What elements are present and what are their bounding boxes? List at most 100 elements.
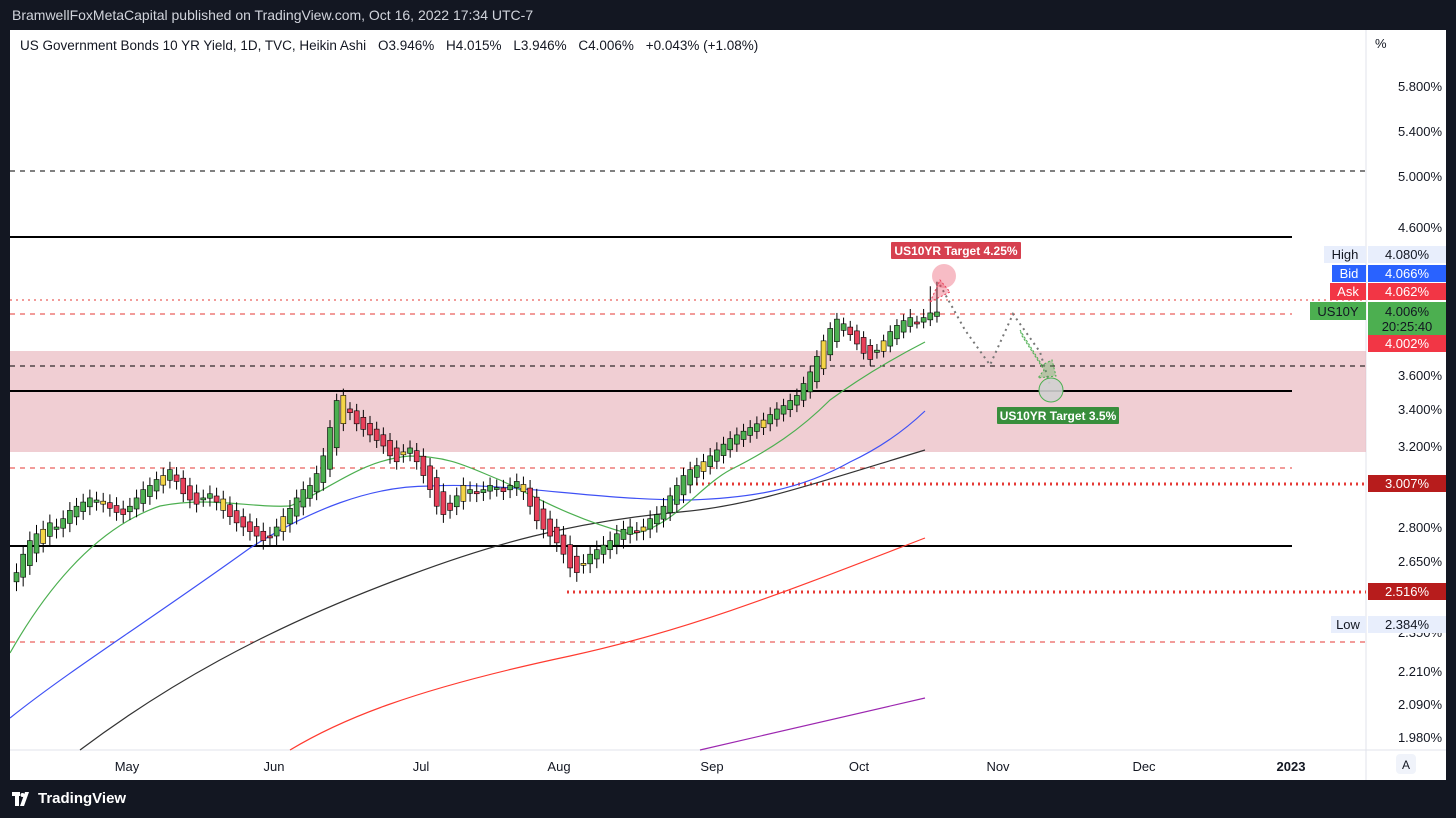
last-price-label: US10Y 4.006% 20:25:40	[1310, 302, 1446, 336]
candle-body	[120, 508, 127, 515]
candle-body	[467, 489, 473, 494]
candle-body	[320, 455, 327, 483]
candle-body	[854, 330, 860, 345]
candle-body	[900, 320, 907, 333]
price-tick-label: 2.090%	[1398, 697, 1443, 712]
candle-body	[433, 477, 440, 507]
support-label-1: 3.007%	[1368, 475, 1446, 492]
candle-body	[727, 438, 733, 451]
price-tick-label: 3.400%	[1398, 402, 1443, 417]
chart-frame[interactable]: US10YR Target 4.25% US10YR Target 3.5% U…	[9, 30, 1446, 780]
time-tick-label: Nov	[986, 759, 1010, 774]
price-chart[interactable]: US10YR Target 4.25% US10YR Target 3.5% U…	[9, 30, 1446, 780]
candle-body	[580, 563, 587, 566]
low-label-text: Low	[1336, 617, 1360, 632]
candle-body	[600, 544, 607, 555]
publisher-header: BramwellFoxMetaCapital published on Trad…	[12, 7, 534, 23]
candle-body	[874, 349, 880, 353]
auto-scale-label: A	[1402, 758, 1410, 772]
candle-body	[233, 510, 240, 524]
auto-scale-button[interactable]	[1396, 754, 1416, 774]
candle-body	[507, 485, 513, 491]
candle-body	[133, 497, 140, 510]
candle-body	[307, 485, 313, 499]
candle-body	[127, 505, 133, 513]
candle-body	[273, 526, 280, 537]
candle-body	[927, 312, 934, 321]
candle-body	[213, 495, 220, 503]
high-price-label: High 4.080%	[1324, 246, 1446, 263]
candle-body	[834, 318, 840, 342]
candle-body	[780, 405, 787, 415]
time-tick-label: Dec	[1132, 759, 1156, 774]
candle-body	[87, 497, 93, 508]
candle-body	[20, 553, 26, 578]
time-axis-ticks: May Jun Jul Aug Sep Oct Nov Dec 2023	[115, 759, 1306, 774]
tradingview-logo[interactable]: TradingView	[12, 790, 126, 807]
price-tick-label: 5.800%	[1398, 79, 1443, 94]
candle-body	[887, 331, 894, 347]
candle-body	[240, 516, 247, 528]
candle-body	[33, 533, 40, 554]
arrow-down-projection	[1019, 329, 1057, 379]
candle-body	[553, 526, 560, 544]
candle-body	[660, 505, 667, 520]
price-axis-ticks: 5.800% 5.400% 5.000% 4.600% 3.600% 3.400% 3.20…	[1398, 79, 1443, 745]
candle-body	[200, 497, 207, 501]
legend-change: +0.043% (+1.08%)	[646, 38, 759, 53]
price-tick-label: 5.400%	[1398, 124, 1443, 139]
candle-body	[533, 496, 540, 522]
price-tick-label: 3.600%	[1398, 368, 1443, 383]
candle-body	[734, 434, 740, 445]
candle-body	[267, 535, 273, 539]
candle-body	[60, 518, 66, 529]
ma-red	[289, 537, 926, 751]
footer-brand: TradingView	[38, 790, 127, 807]
time-tick-label: 2023	[1277, 759, 1306, 774]
ask-label-text: Ask	[1337, 284, 1359, 299]
candle-body	[207, 493, 213, 499]
candle-body	[367, 423, 373, 436]
candle-body	[447, 502, 453, 511]
low-price-label: Low 2.384%	[1331, 616, 1446, 633]
candle-body	[387, 440, 393, 457]
candle-body	[627, 526, 633, 535]
candle-body	[794, 395, 800, 406]
candle-body	[573, 555, 580, 573]
candle-body	[707, 455, 713, 467]
tradingview-logo-icon	[12, 791, 29, 806]
candle-body	[527, 487, 533, 507]
candle-body	[647, 518, 653, 530]
candle-body	[333, 400, 340, 449]
supply-zone	[10, 351, 1366, 452]
price-tick-label: 2.210%	[1398, 664, 1443, 679]
ma-blue	[9, 410, 926, 719]
ma-purple	[699, 697, 926, 751]
countdown-text: 20:25:40	[1382, 319, 1433, 334]
candle-body	[253, 526, 260, 537]
candle-body	[107, 502, 113, 509]
candle-body	[73, 505, 80, 518]
candle-body	[513, 481, 520, 488]
target-down-label: US10YR Target 3.5%	[1000, 409, 1117, 423]
last-value-text: 4.006%	[1385, 304, 1430, 319]
candle-body	[47, 522, 53, 537]
candle-body	[747, 427, 754, 436]
legend-symbol: US Government Bonds 10 YR Yield, 1D, TVC…	[20, 38, 366, 53]
candle-body	[880, 340, 887, 352]
candle-body	[520, 484, 527, 492]
high-value-text: 4.080%	[1385, 247, 1430, 262]
candle-body	[814, 356, 820, 383]
candle-body	[460, 485, 467, 502]
target-down-label-bg	[997, 407, 1119, 424]
candles	[13, 281, 940, 592]
candle-body	[914, 321, 920, 325]
candle-body	[587, 553, 593, 565]
candle-body	[220, 498, 227, 511]
bid-price-label: Bid 4.066%	[1332, 265, 1446, 282]
candle-body	[840, 323, 847, 331]
candle-body	[894, 325, 900, 340]
candle-body	[427, 465, 433, 490]
candle-body	[620, 528, 627, 540]
candle-body	[247, 521, 253, 532]
